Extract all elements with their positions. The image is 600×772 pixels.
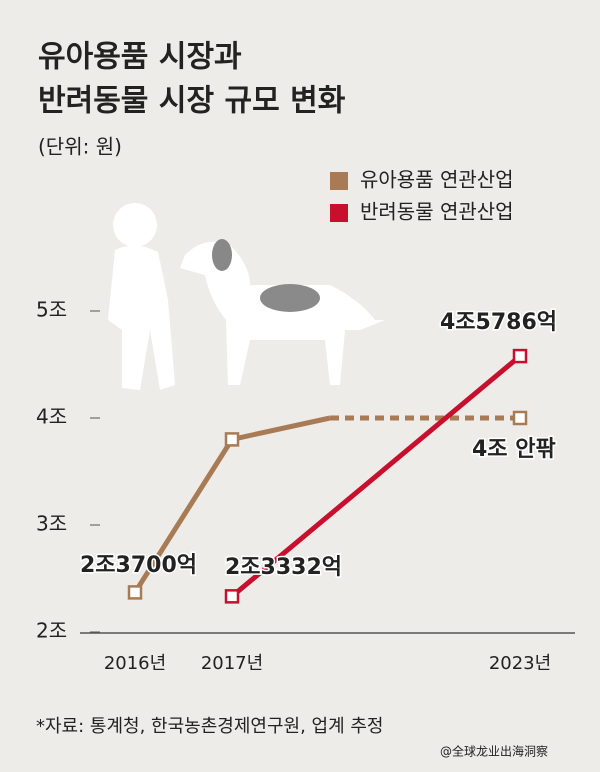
point-marker bbox=[224, 432, 240, 447]
x-tick-label: 2016년 bbox=[104, 653, 166, 674]
x-tick-label: 2023년 bbox=[489, 653, 551, 674]
chart-subtitle: (단위: 원) bbox=[38, 135, 122, 159]
point-marker bbox=[127, 585, 143, 600]
source: *자료: 통계청, 한국농촌경제연구원, 업계 추정 bbox=[36, 716, 383, 737]
y-tick-label: 4조 bbox=[36, 405, 67, 429]
illustration bbox=[108, 203, 385, 390]
legend-label: 유아용품 연관산업 bbox=[360, 168, 514, 192]
line-segment bbox=[230, 354, 522, 599]
point-marker bbox=[512, 348, 528, 364]
y-tick-label: 2조 bbox=[36, 619, 67, 643]
y-tick-label: 5조 bbox=[36, 298, 67, 322]
value-label: 4조5786억 bbox=[440, 310, 557, 335]
point-marker bbox=[512, 410, 528, 426]
legend-swatch bbox=[330, 172, 348, 190]
legend-swatch bbox=[330, 204, 348, 222]
point-marker bbox=[224, 589, 240, 604]
line-segment bbox=[132, 438, 235, 594]
value-label: 2조3332억 bbox=[225, 555, 342, 580]
watermark: @全球龙业出海洞察 bbox=[440, 744, 548, 759]
x-tick-label: 2017년 bbox=[201, 653, 263, 674]
value-label: 2조3700억 bbox=[80, 553, 197, 578]
y-tick-label: 3조 bbox=[36, 512, 67, 536]
value-label: 4조 안팎 bbox=[472, 437, 556, 462]
legend-label: 반려동물 연관산업 bbox=[360, 200, 514, 224]
line-segment bbox=[231, 415, 331, 442]
chart-title: 반려동물 시장 규모 변화 bbox=[38, 84, 346, 119]
chart-title: 유아용품 시장과 bbox=[38, 40, 242, 75]
